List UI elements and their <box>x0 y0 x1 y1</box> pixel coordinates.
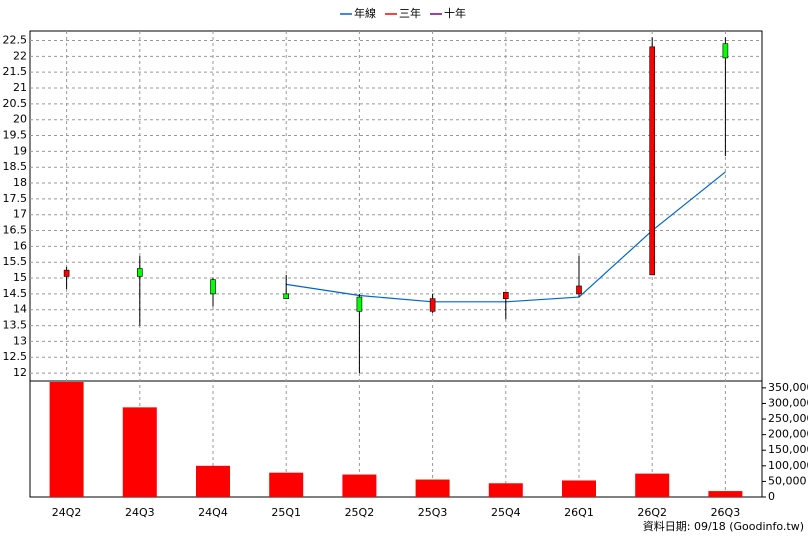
y-tick-label: 19 <box>13 144 27 157</box>
candle-body <box>210 279 216 295</box>
x-tick-label: 25Q1 <box>271 506 301 519</box>
y-tick-label: 18 <box>13 176 27 189</box>
y-tick-label: 18.5 <box>3 160 28 173</box>
y2-tick-label: 0 <box>768 490 775 503</box>
y-tick-label: 22.5 <box>3 34 28 47</box>
legend-label: 十年 <box>444 6 466 20</box>
y2-tick-label: 50,000 <box>768 474 807 487</box>
volume-bar <box>708 491 743 497</box>
x-tick-label: 26Q1 <box>564 506 594 519</box>
y-tick-label: 13.5 <box>3 319 28 332</box>
y-tick-label: 20.5 <box>3 97 28 110</box>
candle-body <box>137 268 143 277</box>
candle-body <box>356 296 363 312</box>
y-tick-label: 13 <box>13 334 27 347</box>
y-tick-label: 16.5 <box>3 224 28 237</box>
candle-body <box>283 293 290 299</box>
volume-bar <box>269 472 304 497</box>
y-tick-label: 19.5 <box>3 129 28 142</box>
y-tick-label: 15 <box>13 271 27 284</box>
y-tick-label: 14.5 <box>3 287 28 300</box>
volume-bar <box>415 479 450 497</box>
candle-body <box>502 292 509 299</box>
candle-body <box>722 43 729 59</box>
x-tick-label: 26Q2 <box>637 506 667 519</box>
y2-tick-label: 150,000 <box>768 443 808 456</box>
x-tick-label: 24Q4 <box>198 506 228 519</box>
candle-body <box>576 285 582 295</box>
y-tick-label: 15.5 <box>3 255 28 268</box>
y-tick-label: 17.5 <box>3 192 28 205</box>
legend-label: 年線 <box>354 6 376 20</box>
y-tick-label: 22 <box>13 49 27 62</box>
y2-tick-label: 200,000 <box>768 428 808 441</box>
volume-bar <box>562 480 596 497</box>
y-tick-label: 17 <box>13 208 27 221</box>
volume-bar <box>196 465 230 497</box>
y-tick-label: 12 <box>13 366 27 379</box>
y2-tick-label: 350,000 <box>768 381 808 394</box>
x-tick-label: 24Q2 <box>52 506 82 519</box>
y-tick-label: 20 <box>13 113 27 126</box>
candle-body <box>649 46 656 276</box>
x-tick-label: 25Q2 <box>345 506 375 519</box>
y2-tick-label: 100,000 <box>768 459 808 472</box>
volume-bar <box>342 474 377 497</box>
candle-body <box>63 269 70 277</box>
legend-label: 三年 <box>399 6 421 20</box>
y-tick-label: 14 <box>13 303 27 316</box>
x-tick-label: 25Q3 <box>418 506 448 519</box>
y-tick-label: 16 <box>13 239 27 252</box>
volume-bar <box>635 473 670 497</box>
footer: 資料日期: 09/18 (Goodinfo.tw) <box>643 519 804 533</box>
x-tick-label: 25Q4 <box>491 506 521 519</box>
y-tick-label: 21 <box>13 81 27 94</box>
y-tick-label: 12.5 <box>3 350 28 363</box>
y-tick-label: 21.5 <box>3 65 28 78</box>
y2-tick-label: 250,000 <box>768 412 808 425</box>
x-tick-label: 24Q3 <box>125 506 155 519</box>
volume-bar <box>49 382 84 497</box>
y2-tick-label: 300,000 <box>768 396 808 409</box>
x-tick-label: 26Q3 <box>711 506 741 519</box>
volume-bar <box>122 407 157 497</box>
volume-bar <box>488 483 523 497</box>
candle-body <box>429 298 436 312</box>
